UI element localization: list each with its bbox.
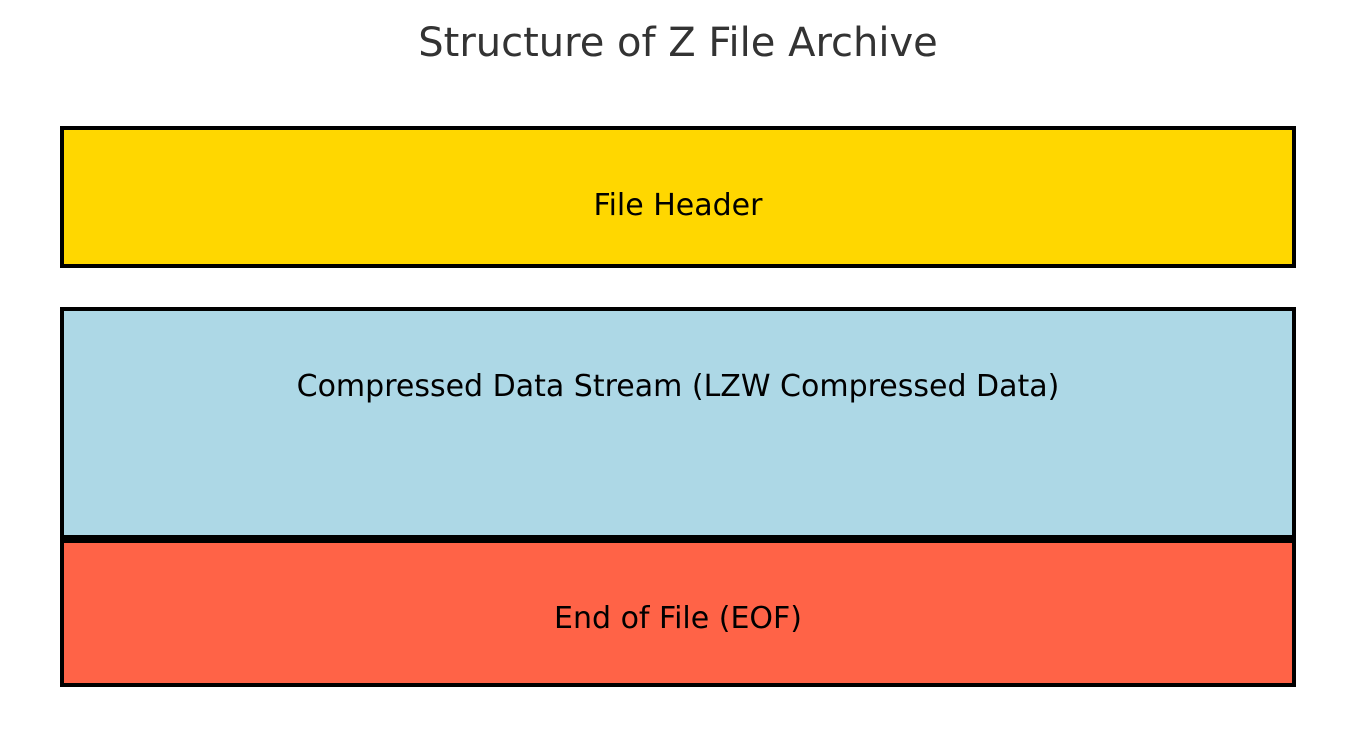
- diagram-canvas: Structure of Z File Archive File Header …: [0, 0, 1356, 735]
- block-file-header: File Header: [60, 126, 1296, 268]
- block-compressed-data: Compressed Data Stream (LZW Compressed D…: [60, 307, 1296, 539]
- block-eof: End of File (EOF): [60, 539, 1296, 687]
- block-eof-label: End of File (EOF): [554, 601, 802, 636]
- diagram-title: Structure of Z File Archive: [0, 20, 1356, 66]
- block-file-header-label: File Header: [594, 188, 763, 223]
- block-compressed-data-label: Compressed Data Stream (LZW Compressed D…: [297, 369, 1060, 404]
